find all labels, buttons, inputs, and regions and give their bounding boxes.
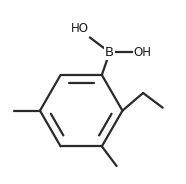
Text: OH: OH — [133, 46, 151, 59]
Text: HO: HO — [71, 22, 89, 35]
Text: B: B — [105, 46, 114, 59]
